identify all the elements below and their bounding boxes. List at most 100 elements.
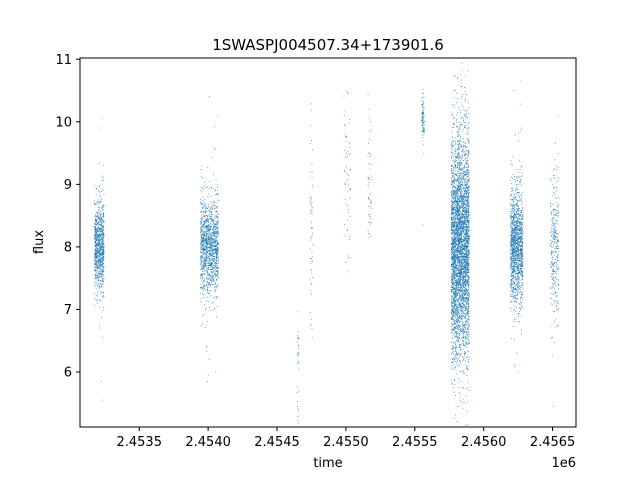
data-point — [453, 187, 455, 188]
data-point — [202, 247, 204, 248]
data-point — [463, 293, 464, 295]
data-point — [465, 290, 467, 291]
data-point — [460, 317, 462, 319]
data-point — [454, 380, 455, 381]
data-point — [211, 220, 213, 222]
data-point — [204, 215, 206, 217]
data-point — [213, 231, 215, 233]
data-point — [96, 270, 98, 272]
data-point — [464, 248, 466, 250]
data-point — [94, 185, 95, 187]
data-point — [213, 261, 214, 262]
data-point — [466, 208, 468, 209]
data-point — [200, 227, 202, 229]
data-point — [465, 275, 467, 277]
data-point — [455, 212, 457, 214]
data-point — [456, 314, 458, 316]
data-point — [98, 273, 100, 275]
data-point — [205, 219, 207, 220]
data-point — [101, 282, 103, 284]
data-point — [467, 171, 469, 173]
data-point — [96, 301, 98, 302]
data-point — [95, 244, 97, 246]
data-point — [456, 212, 458, 214]
data-point — [205, 261, 207, 263]
data-point — [464, 300, 466, 302]
data-point — [95, 270, 97, 271]
data-point — [459, 168, 461, 170]
data-point — [311, 251, 313, 253]
data-point — [456, 231, 458, 233]
data-point — [200, 210, 202, 212]
data-point — [95, 262, 96, 264]
data-point — [201, 268, 202, 269]
data-point — [457, 266, 459, 268]
data-point — [461, 271, 463, 273]
data-point — [422, 114, 424, 116]
data-point — [213, 259, 215, 260]
data-point — [452, 248, 454, 250]
data-point — [460, 254, 462, 256]
data-point — [451, 206, 452, 208]
data-point — [466, 249, 468, 250]
data-point — [457, 249, 459, 251]
data-point — [462, 167, 464, 169]
data-point — [370, 129, 372, 131]
data-point — [204, 245, 206, 246]
data-point — [100, 214, 102, 215]
data-point — [215, 232, 217, 234]
data-point — [463, 329, 465, 331]
data-point — [457, 211, 459, 213]
data-point — [209, 229, 211, 231]
data-point — [453, 123, 454, 125]
data-point — [217, 222, 219, 224]
data-point — [468, 198, 469, 200]
data-point — [201, 165, 203, 167]
data-point — [465, 189, 466, 191]
data-point — [209, 249, 211, 251]
data-point — [455, 156, 457, 158]
data-point — [102, 238, 104, 240]
data-point — [463, 225, 465, 227]
data-point — [96, 233, 98, 235]
data-point — [99, 250, 100, 252]
data-point — [455, 254, 457, 256]
data-point — [468, 178, 470, 180]
data-point — [464, 285, 466, 287]
data-point — [462, 387, 464, 389]
data-point — [368, 199, 370, 200]
data-point — [100, 220, 102, 221]
data-point — [459, 223, 461, 225]
data-point — [97, 299, 99, 301]
data-point — [456, 207, 458, 209]
data-point — [204, 215, 205, 217]
data-point — [421, 124, 423, 126]
data-point — [201, 264, 203, 266]
data-point — [461, 185, 463, 187]
data-point — [467, 237, 469, 239]
data-point — [202, 235, 204, 236]
data-point — [456, 223, 457, 225]
data-point — [212, 250, 213, 252]
data-point — [464, 344, 466, 346]
data-point — [96, 244, 98, 246]
data-point — [203, 244, 204, 246]
data-point — [460, 271, 461, 273]
data-point — [451, 322, 453, 324]
data-point — [96, 273, 98, 274]
data-point — [103, 249, 105, 250]
data-point — [216, 267, 217, 269]
data-point — [206, 221, 208, 223]
data-point — [464, 218, 466, 220]
data-point — [102, 241, 104, 243]
data-point — [461, 151, 462, 153]
data-point — [462, 214, 463, 216]
data-point — [200, 246, 202, 248]
data-point — [465, 262, 467, 263]
data-point — [451, 286, 453, 288]
data-point — [94, 237, 95, 238]
data-point — [458, 378, 459, 380]
data-point — [462, 344, 464, 346]
data-point — [457, 178, 458, 180]
data-point — [215, 248, 216, 250]
